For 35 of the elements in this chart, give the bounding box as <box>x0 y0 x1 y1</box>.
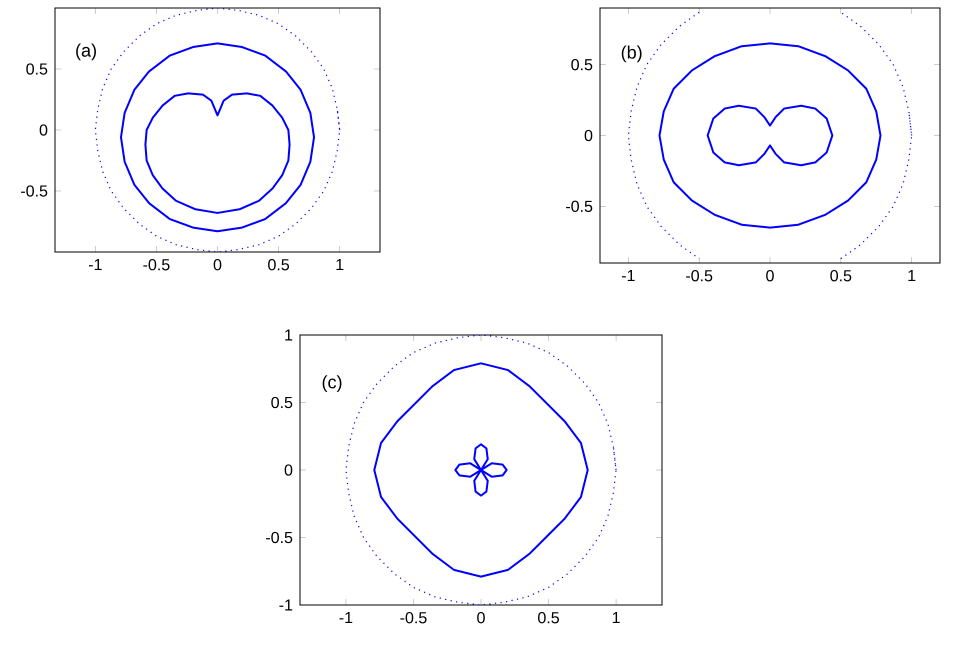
x-tick-label: -1 <box>340 612 352 624</box>
line-series <box>144 92 291 214</box>
x-tick-label: 1 <box>612 612 620 624</box>
annotation: (b) <box>622 45 642 62</box>
line-series <box>454 443 508 497</box>
line-series <box>345 334 617 605</box>
x-tick-label: 0 <box>477 612 485 624</box>
x-tick-label: -0.5 <box>400 612 427 624</box>
annotation: (c) <box>322 375 342 392</box>
line-series <box>94 8 340 252</box>
line-series <box>706 104 834 166</box>
y-tick-label: 0 <box>284 464 292 476</box>
y-tick-label: 0.5 <box>26 63 48 75</box>
line-series <box>120 42 316 232</box>
x-tick-label: 1 <box>336 259 344 270</box>
x-tick-label: -1 <box>622 270 635 282</box>
x-tick-label: -1 <box>88 259 102 270</box>
x-tick-label: 0.5 <box>830 270 852 282</box>
y-tick-label: -0.5 <box>266 532 292 544</box>
x-tick-label: 0 <box>766 270 774 282</box>
x-tick-label: -0.5 <box>686 270 712 282</box>
x-tick-label: -0.5 <box>143 259 170 270</box>
line-series <box>658 42 882 229</box>
y-tick-label: 1 <box>285 329 292 340</box>
annotation: (a) <box>76 44 96 60</box>
y-tick-label: -1 <box>279 599 292 610</box>
x-tick-label: 1 <box>908 270 916 282</box>
y-tick-label: 0 <box>40 124 48 136</box>
x-tick-label: 0.5 <box>538 612 559 624</box>
x-tick-label: 0 <box>214 259 222 270</box>
y-tick-label: 0.5 <box>271 396 292 408</box>
y-tick-label: 0.5 <box>571 58 592 70</box>
y-tick-label: -0.5 <box>21 185 48 197</box>
y-tick-label: -0.5 <box>566 200 592 212</box>
y-tick-label: 0 <box>584 130 592 142</box>
